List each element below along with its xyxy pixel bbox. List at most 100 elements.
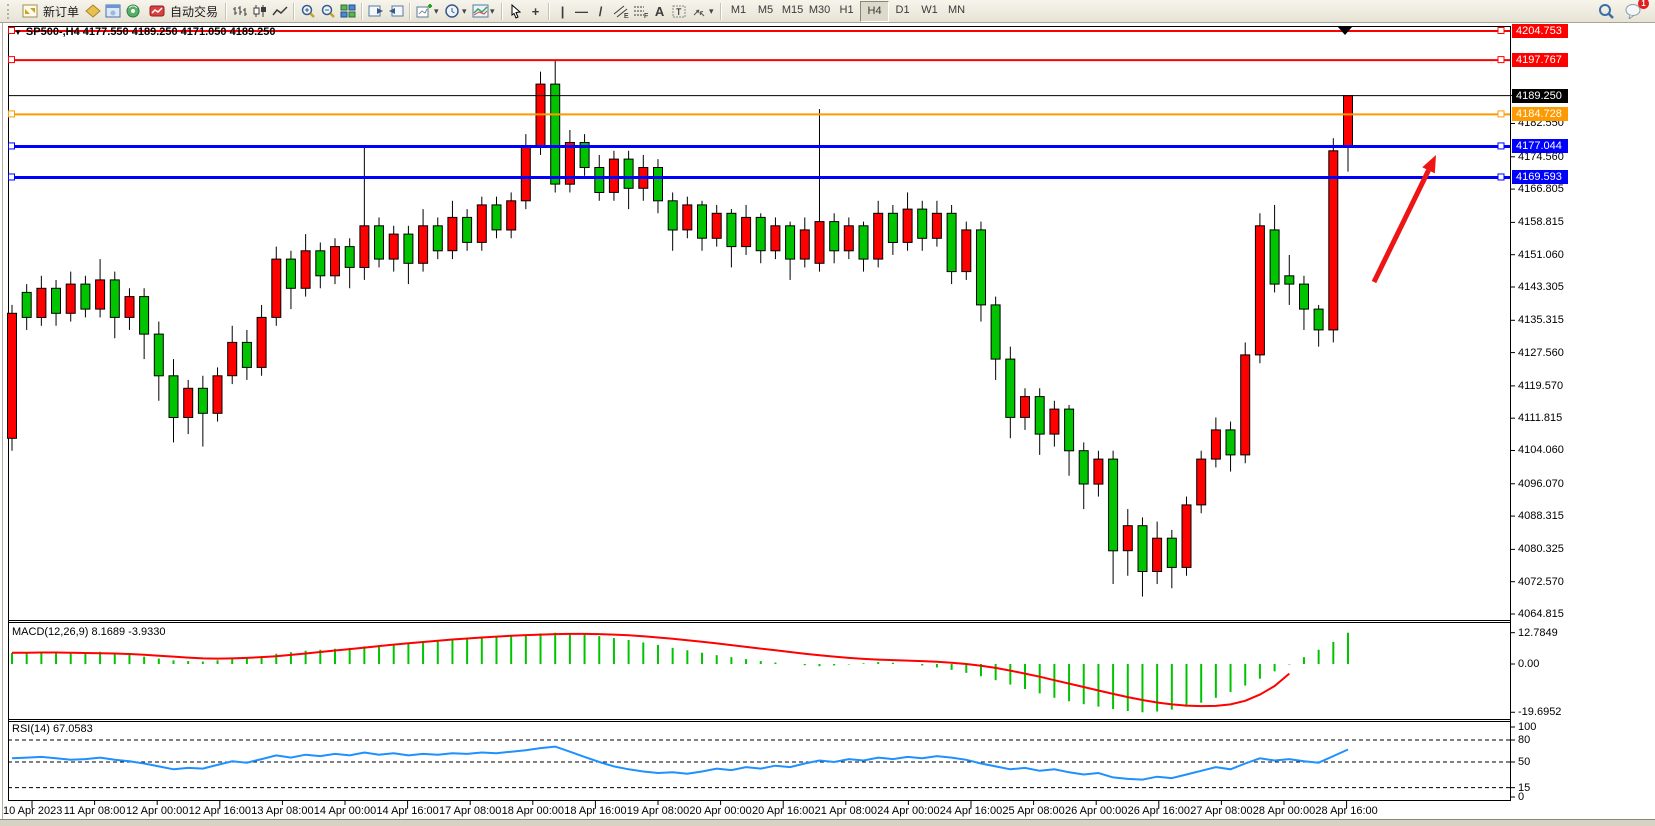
separator bbox=[293, 2, 296, 20]
line-handle[interactable] bbox=[1497, 27, 1505, 34]
arrow-annotation-head[interactable] bbox=[1422, 155, 1436, 174]
time-axis-label: 13 Apr 08:00 bbox=[251, 805, 314, 817]
candle-body-up bbox=[447, 216, 458, 252]
cursor-icon[interactable] bbox=[506, 2, 526, 20]
timeframe-button-M15[interactable]: M15 bbox=[781, 4, 804, 16]
candle-body-down bbox=[887, 212, 898, 244]
timeframe-button-MN[interactable]: MN bbox=[947, 4, 966, 16]
candle-body-up bbox=[271, 258, 282, 318]
line-handle[interactable] bbox=[1497, 173, 1505, 181]
tile-windows-icon[interactable] bbox=[338, 2, 358, 20]
line-handle[interactable] bbox=[8, 110, 15, 118]
separator bbox=[361, 2, 364, 20]
profile-next-icon[interactable] bbox=[366, 2, 386, 20]
rsi-scale-tick: 80 bbox=[1518, 734, 1531, 746]
trendline-tool-icon[interactable]: / bbox=[598, 3, 603, 19]
search-icon[interactable] bbox=[1596, 2, 1616, 20]
timeframe-button-W1[interactable]: W1 bbox=[921, 4, 938, 16]
timeframe-button-H4[interactable]: H4 bbox=[860, 0, 890, 22]
line-handle[interactable] bbox=[1497, 142, 1505, 150]
timeframe-button-M5[interactable]: M5 bbox=[757, 4, 774, 16]
text-tool-icon[interactable]: A bbox=[654, 3, 665, 19]
vertical-line-tool-icon[interactable]: | bbox=[560, 3, 565, 19]
line-handle[interactable] bbox=[8, 27, 15, 34]
period-clock-icon[interactable] bbox=[442, 2, 462, 20]
zoom-out-icon[interactable] bbox=[318, 2, 338, 20]
price-line-label[interactable]: 4197.767 bbox=[1512, 53, 1568, 68]
bar-chart-icon[interactable] bbox=[230, 2, 250, 20]
line-handle[interactable] bbox=[1497, 56, 1505, 64]
time-axis-label: 18 Apr 00:00 bbox=[501, 805, 564, 817]
time-axis-label: 17 Apr 08:00 bbox=[438, 805, 502, 817]
market-watch-icon[interactable] bbox=[83, 2, 103, 20]
svg-text:F: F bbox=[644, 13, 648, 19]
arrow-annotation[interactable] bbox=[1371, 169, 1431, 284]
template-caret-icon[interactable]: ▾ bbox=[490, 5, 495, 16]
candle-body-down bbox=[432, 225, 443, 252]
arrows-caret-icon[interactable]: ▾ bbox=[709, 5, 714, 16]
candle-body-up bbox=[256, 316, 267, 368]
auto-trading-button[interactable]: 自动交易 bbox=[143, 1, 222, 21]
candle-body-down bbox=[550, 83, 561, 185]
channel-tool-icon[interactable]: E bbox=[610, 2, 630, 20]
new-chart-caret-icon[interactable]: ▾ bbox=[434, 5, 439, 16]
candle-body-down bbox=[917, 208, 928, 239]
candle-body-up bbox=[520, 146, 531, 202]
candle-body-up bbox=[1196, 458, 1207, 506]
candle-body-up bbox=[1210, 429, 1221, 460]
candle-body-down bbox=[858, 225, 869, 260]
candle-body-down bbox=[946, 212, 957, 273]
price-scale-tick: 4080.325 bbox=[1518, 543, 1564, 556]
candle-body-down bbox=[491, 204, 502, 231]
timeframe-button-H1[interactable]: H1 bbox=[839, 4, 854, 16]
macd-indicator-label: MACD(12,26,9) 8.1689 -3.9330 bbox=[12, 626, 166, 638]
candle-body-down bbox=[1005, 358, 1016, 418]
line-handle[interactable] bbox=[8, 56, 15, 64]
label-tool-icon[interactable]: T bbox=[669, 2, 689, 20]
symbol-dropdown-icon[interactable]: ▼ bbox=[14, 28, 22, 37]
fibonacci-tool-icon[interactable]: F bbox=[630, 2, 650, 20]
candlestick-chart-icon[interactable] bbox=[250, 2, 270, 20]
line-handle[interactable] bbox=[1497, 110, 1505, 118]
candle-body-up bbox=[902, 208, 913, 243]
horizontal-line-tool-icon[interactable]: — bbox=[575, 3, 589, 19]
candle-body-up bbox=[7, 312, 17, 439]
price-line-label[interactable]: 4184.728 bbox=[1512, 107, 1568, 122]
chart-shift-marker[interactable] bbox=[1338, 27, 1352, 35]
price-scale-tick: 4088.315 bbox=[1518, 510, 1564, 523]
candle-body-up bbox=[1240, 354, 1251, 456]
timeframe-button-M30[interactable]: M30 bbox=[808, 4, 831, 16]
timeframe-button-D1[interactable]: D1 bbox=[895, 4, 910, 16]
line-handle[interactable] bbox=[8, 142, 15, 150]
line-chart-icon[interactable] bbox=[270, 2, 290, 20]
new-order-button[interactable]: 新订单 bbox=[16, 1, 83, 21]
price-line-label[interactable]: 4189.250 bbox=[1512, 88, 1568, 103]
period-caret-icon[interactable]: ▾ bbox=[462, 5, 467, 16]
candle-body-up bbox=[814, 221, 825, 264]
price-scale-tick: 4143.305 bbox=[1518, 280, 1564, 293]
crosshair-icon[interactable]: + bbox=[531, 3, 540, 19]
profile-prev-icon[interactable] bbox=[386, 2, 406, 20]
price-line-label[interactable]: 4177.044 bbox=[1512, 139, 1568, 154]
candle-body-down bbox=[153, 333, 164, 377]
candle-body-down bbox=[1284, 275, 1295, 285]
candle-body-up bbox=[682, 204, 693, 231]
svg-text:E: E bbox=[624, 13, 629, 19]
price-line-label[interactable]: 4169.593 bbox=[1512, 170, 1568, 185]
status-strip bbox=[0, 819, 1655, 826]
time-axis-label: 18 Apr 16:00 bbox=[564, 805, 627, 817]
candle-body-down bbox=[976, 229, 986, 306]
new-chart-icon[interactable] bbox=[414, 2, 434, 20]
timeframe-button-M1[interactable]: M1 bbox=[730, 4, 747, 16]
price-line-label[interactable]: 4204.753 bbox=[1512, 24, 1568, 38]
price-scale-tick: 4119.570 bbox=[1518, 379, 1564, 392]
candle-body-up bbox=[961, 229, 972, 273]
navigator-icon[interactable] bbox=[123, 2, 143, 20]
line-handle[interactable] bbox=[8, 173, 15, 181]
zoom-in-icon[interactable] bbox=[298, 2, 318, 20]
chat-icon[interactable]: 1 bbox=[1624, 0, 1649, 20]
template-icon[interactable] bbox=[470, 2, 490, 20]
data-window-icon[interactable] bbox=[103, 2, 123, 20]
arrows-tool-icon[interactable] bbox=[689, 2, 709, 20]
